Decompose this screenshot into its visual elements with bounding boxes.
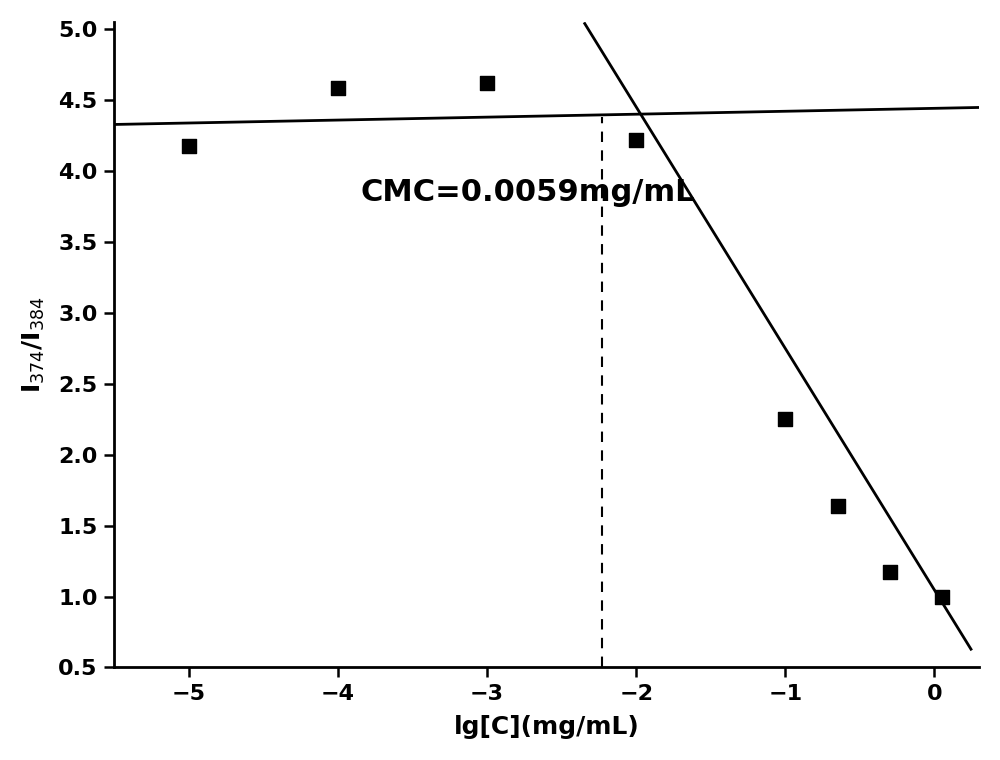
Point xyxy=(181,140,197,152)
Point xyxy=(777,413,793,426)
Text: CMC=0.0059mg/mL: CMC=0.0059mg/mL xyxy=(360,178,695,207)
X-axis label: lg[C](mg/mL): lg[C](mg/mL) xyxy=(454,715,640,739)
Point xyxy=(628,134,644,146)
Point xyxy=(934,591,950,603)
Point xyxy=(830,500,846,512)
Y-axis label: I$_{374}$/I$_{384}$: I$_{374}$/I$_{384}$ xyxy=(21,296,47,393)
Point xyxy=(330,81,346,93)
Point xyxy=(882,566,898,578)
Point xyxy=(479,78,495,90)
